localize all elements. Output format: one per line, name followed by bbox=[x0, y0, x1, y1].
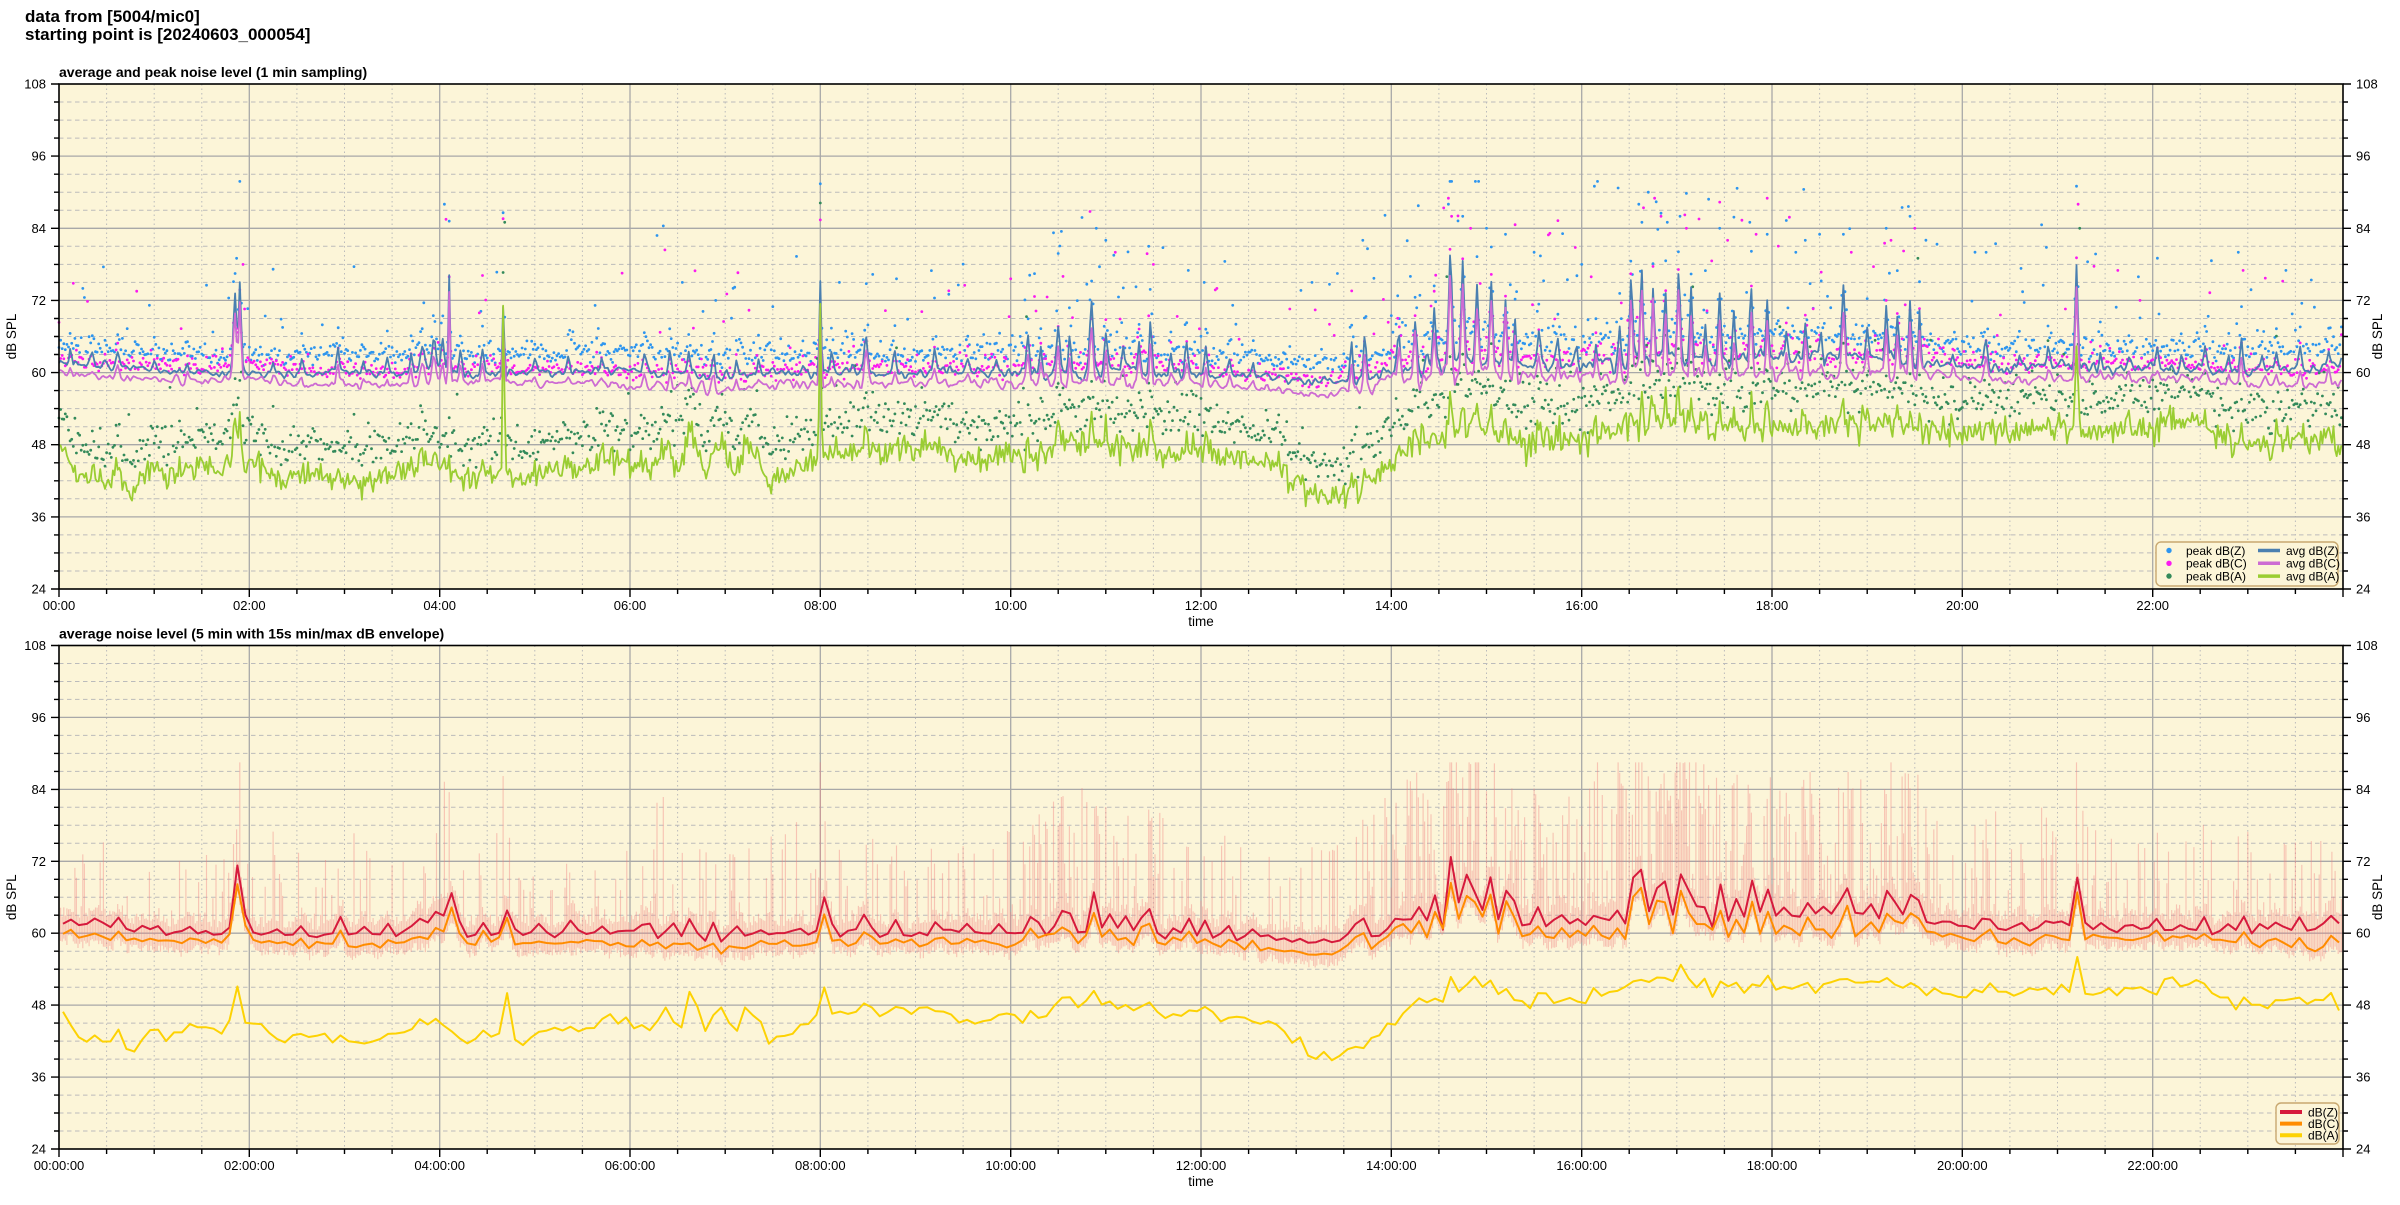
svg-text:96: 96 bbox=[2356, 149, 2370, 164]
svg-text:84: 84 bbox=[32, 221, 46, 236]
svg-text:dB SPL: dB SPL bbox=[4, 874, 19, 920]
svg-text:06:00: 06:00 bbox=[614, 598, 647, 613]
svg-text:108: 108 bbox=[2356, 77, 2378, 92]
svg-text:108: 108 bbox=[2356, 638, 2378, 653]
svg-text:12:00:00: 12:00:00 bbox=[1176, 1158, 1227, 1173]
svg-text:time: time bbox=[1188, 614, 1214, 629]
svg-text:14:00: 14:00 bbox=[1375, 598, 1408, 613]
svg-text:48: 48 bbox=[2356, 437, 2370, 452]
svg-text:84: 84 bbox=[2356, 221, 2370, 236]
svg-text:04:00: 04:00 bbox=[423, 598, 456, 613]
svg-text:108: 108 bbox=[24, 638, 46, 653]
svg-text:average noise level (5 min wit: average noise level (5 min with 15s min/… bbox=[59, 626, 444, 642]
svg-text:22:00: 22:00 bbox=[2136, 598, 2169, 613]
svg-text:72: 72 bbox=[2356, 293, 2370, 308]
svg-text:average and peak noise level (: average and peak noise level (1 min samp… bbox=[59, 64, 367, 80]
svg-text:dB SPL: dB SPL bbox=[4, 313, 19, 359]
svg-text:14:00:00: 14:00:00 bbox=[1366, 1158, 1417, 1173]
svg-text:18:00: 18:00 bbox=[1756, 598, 1789, 613]
svg-text:24: 24 bbox=[32, 1142, 46, 1157]
svg-text:dB(Z): dB(Z) bbox=[2308, 1105, 2338, 1119]
svg-text:dB(A): dB(A) bbox=[2308, 1129, 2339, 1143]
svg-text:00:00:00: 00:00:00 bbox=[34, 1158, 85, 1173]
svg-text:96: 96 bbox=[32, 149, 46, 164]
svg-text:08:00: 08:00 bbox=[804, 598, 837, 613]
svg-text:72: 72 bbox=[32, 854, 46, 869]
svg-text:dB SPL: dB SPL bbox=[2370, 313, 2385, 359]
svg-text:36: 36 bbox=[2356, 1070, 2370, 1085]
svg-text:36: 36 bbox=[32, 509, 46, 524]
svg-text:time: time bbox=[1188, 1174, 1214, 1189]
svg-text:72: 72 bbox=[32, 293, 46, 308]
svg-text:04:00:00: 04:00:00 bbox=[414, 1158, 465, 1173]
svg-text:84: 84 bbox=[32, 782, 46, 797]
svg-text:60: 60 bbox=[2356, 926, 2370, 941]
svg-text:10:00: 10:00 bbox=[994, 598, 1027, 613]
svg-text:60: 60 bbox=[32, 365, 46, 380]
svg-text:96: 96 bbox=[2356, 710, 2370, 725]
svg-text:20:00: 20:00 bbox=[1946, 598, 1979, 613]
svg-text:24: 24 bbox=[2356, 582, 2370, 597]
svg-text:peak dB(Z): peak dB(Z) bbox=[2186, 544, 2245, 558]
svg-text:08:00:00: 08:00:00 bbox=[795, 1158, 846, 1173]
svg-text:24: 24 bbox=[32, 582, 46, 597]
svg-text:60: 60 bbox=[2356, 365, 2370, 380]
svg-text:48: 48 bbox=[32, 437, 46, 452]
svg-text:20:00:00: 20:00:00 bbox=[1937, 1158, 1988, 1173]
svg-text:16:00: 16:00 bbox=[1565, 598, 1598, 613]
svg-text:00:00: 00:00 bbox=[43, 598, 76, 613]
svg-text:16:00:00: 16:00:00 bbox=[1556, 1158, 1607, 1173]
svg-text:avg dB(Z): avg dB(Z) bbox=[2286, 544, 2339, 558]
svg-text:peak dB(C): peak dB(C) bbox=[2186, 557, 2247, 571]
svg-text:02:00:00: 02:00:00 bbox=[224, 1158, 275, 1173]
svg-text:96: 96 bbox=[32, 710, 46, 725]
svg-text:108: 108 bbox=[24, 77, 46, 92]
svg-text:02:00: 02:00 bbox=[233, 598, 266, 613]
svg-text:dB(C): dB(C) bbox=[2308, 1117, 2339, 1131]
svg-text:84: 84 bbox=[2356, 782, 2370, 797]
svg-text:36: 36 bbox=[2356, 509, 2370, 524]
svg-text:36: 36 bbox=[32, 1070, 46, 1085]
svg-text:avg dB(C): avg dB(C) bbox=[2286, 557, 2340, 571]
svg-text:06:00:00: 06:00:00 bbox=[605, 1158, 656, 1173]
svg-text:avg dB(A): avg dB(A) bbox=[2286, 569, 2339, 583]
svg-text:dB SPL: dB SPL bbox=[2370, 874, 2385, 920]
svg-text:72: 72 bbox=[2356, 854, 2370, 869]
svg-text:22:00:00: 22:00:00 bbox=[2127, 1158, 2178, 1173]
svg-text:60: 60 bbox=[32, 926, 46, 941]
svg-text:18:00:00: 18:00:00 bbox=[1747, 1158, 1798, 1173]
svg-text:10:00:00: 10:00:00 bbox=[985, 1158, 1036, 1173]
svg-text:48: 48 bbox=[2356, 998, 2370, 1013]
svg-text:peak dB(A): peak dB(A) bbox=[2186, 569, 2246, 583]
svg-text:12:00: 12:00 bbox=[1185, 598, 1218, 613]
svg-text:24: 24 bbox=[2356, 1142, 2370, 1157]
svg-text:48: 48 bbox=[32, 998, 46, 1013]
